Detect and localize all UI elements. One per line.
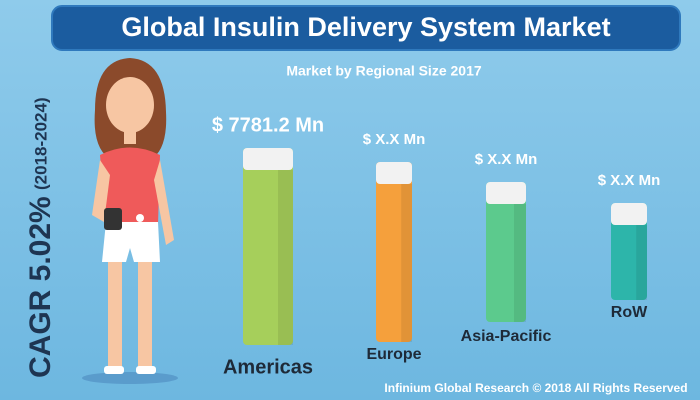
cagr-label: CAGR 5.02%: [24, 196, 57, 378]
value-label: $ X.X Mn: [475, 151, 538, 168]
value-label: $ X.X Mn: [598, 172, 661, 189]
category-label: Asia-Pacific: [461, 328, 552, 345]
bar-cap: [376, 161, 412, 184]
bar: [486, 181, 526, 322]
chart-title: Global Insulin Delivery System Market: [121, 12, 610, 42]
category-label: Americas: [223, 356, 313, 378]
value-label: $ 7781.2 Mn: [212, 114, 324, 136]
chart-subtitle: Market by Regional Size 2017: [286, 63, 482, 79]
category-label: Europe: [366, 346, 421, 363]
title-banner: [51, 5, 681, 51]
value-label: $ X.X Mn: [363, 131, 426, 148]
bar: [376, 161, 412, 342]
bar: [611, 203, 647, 300]
category-label: RoW: [611, 304, 648, 321]
bar-cap: [486, 181, 526, 204]
woman-illustration: [82, 58, 178, 384]
bar-cap: [611, 203, 647, 226]
bar-cap: [243, 148, 293, 170]
bar: [243, 148, 293, 345]
bar-shade: [636, 225, 647, 300]
bar-shade: [278, 170, 293, 345]
bar-shade: [514, 203, 526, 322]
footer: Infinium Global Research © 2018 All Righ…: [384, 381, 687, 395]
cagr-period: (2018-2024): [31, 97, 50, 190]
bar-shade: [401, 183, 412, 342]
